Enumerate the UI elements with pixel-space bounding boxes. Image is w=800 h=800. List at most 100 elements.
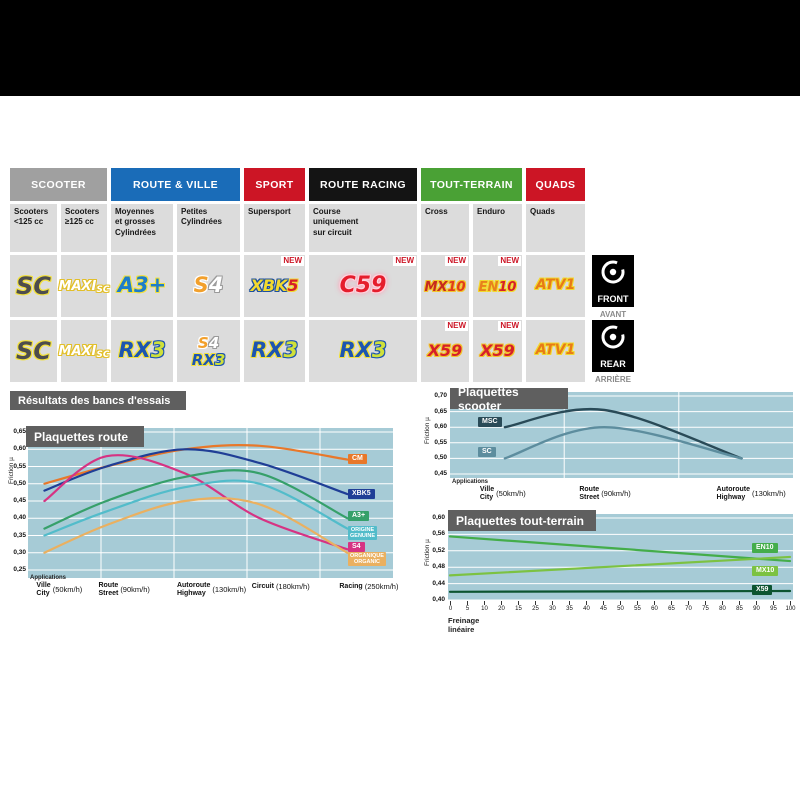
product-cell-rear-7: X59 NEW [473, 320, 522, 382]
series-line-a3+ [43, 469, 349, 530]
chart-2-xtickmark [450, 601, 451, 605]
product-logo-maxi-sc: MAXISC [58, 344, 110, 361]
chart-0-xcat-2: Autoroute Highway (130km/h) [176, 582, 247, 597]
chart-1-ytick: 0,55 [434, 438, 447, 446]
chart-2-xtick: 70 [685, 606, 692, 612]
chart-2-xtickmark [705, 601, 706, 605]
chart-2-xtick: 60 [651, 606, 658, 612]
chart-2-ytick: 0,52 [432, 546, 445, 554]
front-label: FRONT [597, 294, 629, 304]
chart-0-ytick: 0,55 [13, 462, 26, 470]
chart-0-ytick: 0,30 [13, 548, 26, 556]
product-cell-rear-4: RX3 [244, 320, 305, 382]
chart-2-ylabel: Friction µ [424, 539, 431, 566]
chart-0-title: Plaquettes route [26, 426, 144, 447]
rear-sub-label: ARRIÈRE [594, 375, 631, 384]
chart-2-xtick: 0 [448, 606, 453, 612]
chart-2-xtick: 40 [583, 606, 590, 612]
chart-2-xtickmark [535, 601, 536, 605]
series-line-organique [43, 497, 349, 554]
product-cell-front-4: XBK5 NEW [244, 255, 305, 317]
product-logo-xbk5: XBK5 [250, 276, 299, 296]
new-badge: NEW [281, 256, 304, 266]
legend-organique: ORGANIQUE ORGANIC [348, 551, 386, 567]
results-title-bar: Résultats des bancs d'essais [10, 391, 186, 410]
legend-cm: CM [348, 454, 367, 465]
table-subheader-6: Cross [421, 204, 469, 252]
chart-0-xcat-3: Circuit (180km/h) [251, 582, 310, 591]
chart-2-xtickmark [603, 601, 604, 605]
product-logo-s4: S4 [197, 334, 220, 353]
chart-1-ytick: 0,65 [434, 407, 447, 415]
product-logo-s4: S4 [193, 273, 224, 298]
product-cell-front-7: EN10 NEW [473, 255, 522, 317]
product-logo-rx3: RX3 [118, 338, 166, 363]
product-cell-rear-8: ATV1 [526, 320, 585, 382]
product-logo-a3-: A3+ [117, 273, 167, 298]
chart-2-xtickmark [552, 601, 553, 605]
chart-0-xcat-4: Racing (250km/h) [339, 582, 399, 591]
chart-0-ytick: 0,60 [13, 445, 26, 453]
product-logo-en10: EN10 [478, 279, 517, 295]
chart-1-xcat-1: Route Street (90km/h) [579, 486, 631, 501]
chart-2-xlabel: Freinage linéaire [448, 616, 480, 634]
chart-0-ytick: 0,45 [13, 497, 26, 504]
chart-0-svg [28, 428, 393, 578]
chart-1-ytick: 0,45 [434, 470, 447, 477]
series-line-x59 [448, 589, 792, 593]
results-title: Résultats des bancs d'essais [18, 394, 171, 407]
chart-2-xtickmark [756, 601, 757, 605]
product-logo-sc: SC [16, 336, 51, 365]
category-header-quads: QUADS [526, 168, 585, 201]
chart-2-xtick: 75 [702, 606, 709, 612]
chart-1-xcat-2: Autoroute Highway (130km/h) [716, 486, 786, 501]
product-logo-rx3: RX3 [191, 350, 226, 369]
top-black-band [0, 0, 800, 96]
chart-1-ylabel: Friction µ [424, 417, 431, 444]
product-logo-sc: SC [16, 271, 51, 300]
product-cell-rear-0: SC [10, 320, 57, 382]
chart-2-xtick: 30 [549, 606, 556, 612]
product-cell-front-1: MAXISC [58, 255, 110, 317]
product-cell-rear-6: X59 NEW [421, 320, 469, 382]
chart-0-x-note: Applications [30, 575, 67, 581]
legend-xbk5: XBK5 [348, 488, 375, 499]
chart-2-xtick: 5 [465, 606, 470, 612]
chart-2-xtickmark [467, 601, 468, 605]
chart-2-xtickmark [722, 601, 723, 605]
product-cell-rear-2: RX3 [111, 320, 173, 382]
chart-2-xtickmark [518, 601, 519, 605]
chart-1-xcat-0: Ville City (50km/h) [479, 486, 526, 501]
rear-marker: REAR [592, 320, 634, 372]
chart-2-xtickmark [654, 601, 655, 605]
chart-2-xtickmark [637, 601, 638, 605]
table-subheader-7: Enduro [473, 204, 522, 252]
table-subheader-3: Petites Cylindrées [177, 204, 240, 252]
chart-2-xtick: 65 [668, 606, 675, 612]
chart-2-xtickmark [586, 601, 587, 605]
legend-sc: SC [478, 446, 496, 457]
legend-a3+: A3+ [348, 511, 370, 522]
chart-0-ytick: 0,65 [13, 428, 26, 435]
table-subheader-4: Supersport [244, 204, 305, 252]
chart-2-xtick: 95 [770, 606, 777, 612]
chart-1-x-note: Applications [452, 479, 489, 485]
product-cell-front-0: SC [10, 255, 57, 317]
product-cell-front-6: MX10 NEW [421, 255, 469, 317]
product-logo-rx3: RX3 [339, 338, 387, 363]
chart-2-xtick: 55 [634, 606, 641, 612]
chart-1-ytick: 0,70 [434, 392, 447, 399]
product-logo-maxi-sc: MAXISC [58, 279, 110, 296]
chart-2-xtickmark [671, 601, 672, 605]
chart-2-xtick: 80 [719, 606, 726, 612]
table-subheader-8: Quads [526, 204, 585, 252]
series-line-sc [503, 425, 743, 460]
product-logo-atv1: ATV1 [535, 277, 576, 294]
table-subheader-0: Scooters <125 cc [10, 204, 57, 252]
chart-2-ytick: 0,56 [432, 530, 445, 538]
product-logo-atv1: ATV1 [535, 342, 576, 359]
chart-2-ytick: 0,44 [432, 579, 445, 587]
chart-0-ytick: 0,40 [13, 514, 26, 522]
chart-0-ytick: 0,25 [13, 566, 26, 573]
